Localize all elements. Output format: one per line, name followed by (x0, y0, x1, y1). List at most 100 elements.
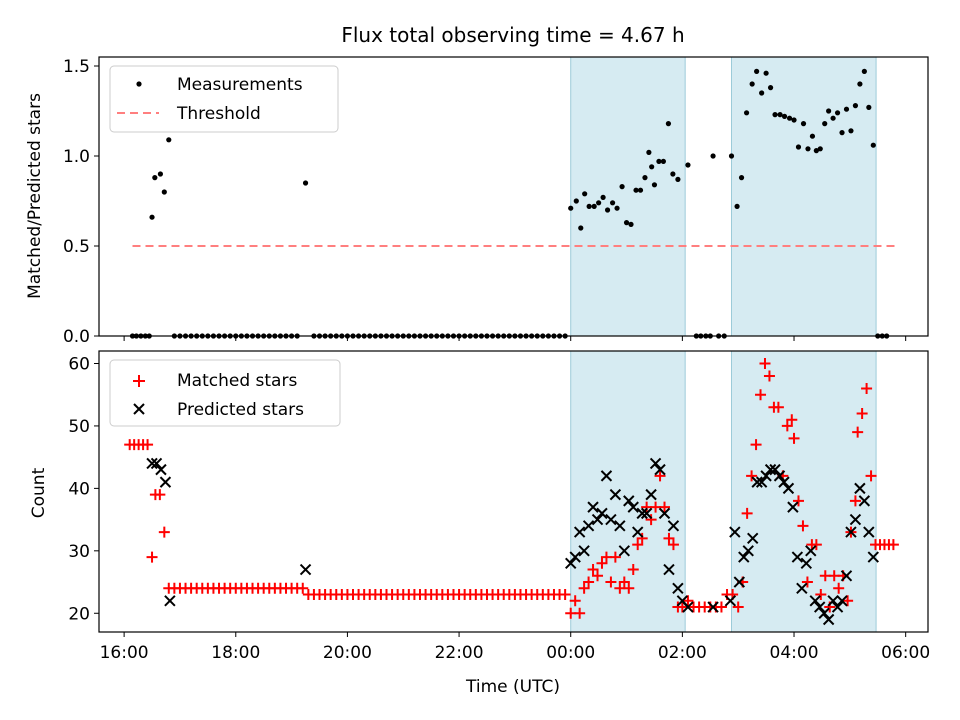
predicted-star-point (605, 513, 617, 526)
legend-label-threshold: Threshold (176, 104, 261, 124)
measurement-point (637, 187, 644, 193)
y-tick-label: 0.0 (63, 327, 90, 347)
predicted-star-point (773, 470, 786, 482)
x-tick-label: 16:00 (100, 643, 149, 663)
predicted-star-point (663, 563, 675, 576)
predicted-star-point (707, 601, 719, 613)
predicted-star-point (863, 526, 875, 538)
top-panel-measurements: 0.0 0.5 1.0 1.5 Matched/Predicted stars Mea… (25, 56, 929, 347)
predicted-star-point (164, 595, 176, 607)
matched-star-point (763, 370, 775, 382)
matched-star-point (750, 439, 762, 451)
measurement-point (795, 144, 802, 150)
measurement-point (600, 194, 606, 200)
measurement-point (809, 133, 816, 139)
measurement-point (852, 103, 859, 109)
predicted-star-point (591, 513, 604, 526)
predicted-star-point (600, 470, 613, 482)
measurement-point (826, 108, 832, 114)
measurement-point (834, 110, 841, 116)
y-tick-label: 60 (68, 354, 90, 374)
predicted-star-point (729, 526, 741, 538)
matched-star-point (623, 582, 635, 594)
predicted-star-point (796, 582, 808, 594)
matched-star-point (833, 582, 845, 594)
measurement-point (749, 81, 755, 87)
predicted-star-point (805, 545, 817, 557)
measurement-point (582, 191, 588, 197)
legend-marker-measurements (136, 81, 142, 87)
matched-star-point (676, 601, 688, 613)
measurement-point (628, 221, 634, 227)
measurement-point (157, 171, 164, 177)
matched-star-point (788, 432, 800, 444)
measurement-point (166, 137, 172, 143)
matched-star-point (654, 470, 666, 482)
matched-star-point (297, 582, 309, 594)
measurement-point (866, 104, 872, 110)
matched-star-point (786, 414, 798, 426)
measurement-point (578, 225, 584, 231)
predicted-star-point (747, 532, 759, 545)
measurement-point (660, 158, 666, 164)
legend-marker-predicted (133, 403, 145, 415)
predicted-star-point (867, 551, 879, 563)
predicted-star-point (159, 476, 172, 488)
legend-label-measurements: Measurements (177, 75, 303, 95)
predicted-star-point (769, 463, 781, 476)
matched-star-point (142, 439, 154, 451)
predicted-star-point (738, 551, 750, 563)
bottom-y-axis-label: Count (29, 467, 49, 518)
x-tick-label: 18:00 (211, 643, 260, 663)
predicted-star-point (682, 601, 694, 613)
matched-star-point (887, 539, 899, 551)
measurement-point (763, 70, 769, 76)
matched-star-point (810, 539, 822, 551)
predicted-star-point (755, 476, 768, 488)
shaded-interval (570, 56, 686, 337)
matched-star-point (659, 501, 671, 513)
matched-star-point (605, 576, 617, 588)
matched-star-point (663, 532, 675, 544)
predicted-star-point (813, 601, 826, 613)
predicted-star-point (627, 501, 639, 513)
predicted-star-point (667, 520, 680, 532)
predicted-star-point (658, 507, 671, 520)
predicted-star-point (760, 470, 772, 482)
predicted-star-point (645, 488, 657, 501)
predicted-star-point (778, 476, 790, 488)
predicted-star-point (858, 495, 871, 507)
x-tick-label: 04:00 (770, 643, 819, 663)
matched-star-point (618, 576, 630, 588)
matched-star-point (154, 489, 166, 501)
x-axis-label: Time (UTC) (465, 677, 560, 697)
bottom-legend: Matched stars Predicted stars (109, 359, 341, 427)
measurement-point (728, 153, 735, 159)
matched-star-point (797, 520, 809, 532)
matched-star-point (583, 576, 595, 588)
measurement-point (710, 153, 716, 159)
measurement-point (800, 121, 807, 127)
predicted-star-point (822, 613, 835, 626)
predicted-star-point (632, 526, 644, 538)
matched-star-point (842, 595, 854, 607)
matched-star-point (755, 389, 767, 401)
matched-star-point (746, 470, 758, 482)
predicted-star-point (800, 557, 813, 570)
measurement-point (619, 184, 625, 190)
predicted-star-point (155, 463, 167, 476)
predicted-star-point (578, 545, 590, 557)
predicted-star-point (672, 582, 684, 594)
measurement-point (822, 121, 828, 127)
predicted-star-point (587, 501, 599, 513)
legend-marker-matched (133, 375, 145, 387)
predicted-star-point (146, 457, 158, 470)
predicted-star-point (733, 576, 746, 588)
measurement-point (861, 68, 867, 74)
predicted-star-point (845, 526, 857, 538)
matched-star-point (609, 551, 621, 563)
predicted-star-point (742, 545, 754, 557)
measurement-point (738, 175, 745, 181)
predicted-star-point (854, 482, 866, 495)
predicted-star-point (724, 595, 737, 607)
